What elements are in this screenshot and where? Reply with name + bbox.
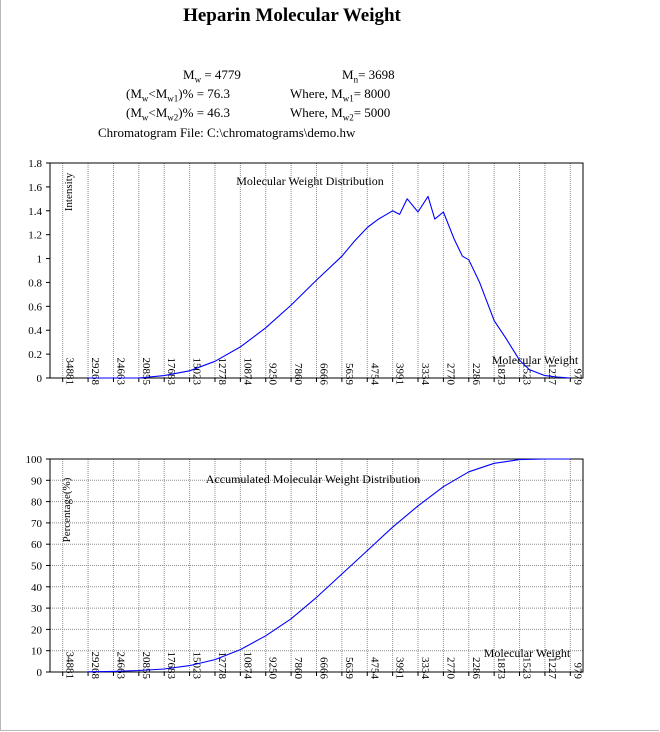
x-tick-label: 12778 [216, 358, 228, 386]
x-tick-label: 29268 [89, 652, 101, 680]
x-tick-label: 1523 [521, 657, 533, 680]
x-tick-label: 7860 [292, 363, 304, 386]
x-tick-label: 2770 [444, 363, 456, 386]
data-series-line [88, 195, 571, 379]
y-tick-label: 20 [31, 624, 43, 636]
y-tick-label: 0 [37, 667, 43, 679]
x-tick-label: 24663 [114, 358, 126, 386]
x-tick-label: 17683 [165, 652, 177, 680]
y-tick-label: 100 [26, 454, 43, 466]
x-tick-label: 1523 [521, 363, 533, 386]
x-axis-label: Molecular Weight [492, 353, 579, 367]
y-tick-label: 0.8 [28, 277, 42, 289]
data-series-line [88, 458, 571, 673]
x-tick-label: 34881 [64, 652, 76, 680]
y-tick-label: 80 [31, 497, 43, 509]
x-tick-label: 17683 [165, 358, 177, 386]
y-tick-label: 90 [31, 475, 43, 487]
y-tick-label: 60 [31, 539, 43, 551]
page-title: Heparin Molecular Weight [183, 5, 401, 26]
x-tick-label: 1873 [495, 657, 507, 680]
x-tick-label: 2770 [444, 657, 456, 680]
y-axis-label: Percentage(%) [61, 477, 73, 542]
x-tick-label: 979 [571, 369, 583, 386]
chart-title: Accumulated Molecular Weight Distributio… [206, 472, 420, 486]
x-tick-label: 24663 [114, 652, 126, 680]
x-tick-label: 5639 [343, 363, 355, 386]
y-tick-label: 40 [31, 582, 43, 594]
x-tick-label: 34881 [64, 358, 76, 386]
x-tick-label: 6666 [318, 363, 330, 386]
where-w1-stat: Where, Mw1= 8000 [290, 86, 391, 104]
x-tick-label: 3334 [419, 363, 431, 386]
y-tick-label: 0.4 [28, 325, 42, 337]
y-axis-label: Intensity [63, 172, 75, 211]
x-tick-label: 9250 [267, 363, 279, 386]
x-tick-label: 7860 [292, 657, 304, 680]
y-tick-label: 1.2 [28, 230, 42, 242]
x-tick-label: 3334 [419, 657, 431, 680]
y-tick-label: 1.4 [28, 206, 42, 218]
x-tick-label: 2286 [470, 657, 482, 680]
x-tick-label: 2286 [470, 363, 482, 386]
ratio-w2-stat: (Mw<Mw2)% = 46.3 [126, 105, 231, 123]
y-tick-label: 50 [31, 561, 43, 573]
x-tick-label: 3991 [394, 363, 406, 385]
ratio-w1-stat: (Mw<Mw1)% = 76.3 [126, 86, 231, 104]
x-tick-label: 20855 [140, 652, 152, 680]
y-tick-label: 1.8 [28, 158, 42, 170]
x-tick-label: 10874 [241, 358, 253, 386]
x-tick-label: 20855 [140, 358, 152, 386]
y-tick-label: 30 [31, 603, 43, 615]
mw-stat: Mw = 4779 [183, 67, 241, 85]
x-tick-label: 6666 [318, 657, 330, 680]
where-w2-stat: Where, Mw2= 5000 [290, 105, 391, 123]
mw-distribution-chart: 0 0.2 0.4 0.6 0.8 1 1.2 1.4 1.6 1.8 34881 29268 2466… [28, 158, 584, 386]
x-tick-label: 15023 [191, 652, 203, 680]
x-tick-label: 29268 [89, 358, 101, 386]
x-tick-label: 15023 [191, 358, 203, 386]
mn-stat: Mn= 3698 [342, 67, 395, 85]
y-tick-label: 0.6 [28, 301, 42, 313]
x-tick-label: 10874 [241, 652, 253, 680]
x-tick-label: 4754 [368, 363, 380, 386]
chart-title: Molecular Weight Distribution [236, 174, 383, 188]
x-axis-label: Molecular Weight [484, 646, 571, 660]
y-tick-label: 1.6 [28, 182, 42, 194]
x-tick-label: 3991 [394, 657, 406, 679]
x-tick-label: 9250 [267, 657, 279, 680]
y-tick-label: 70 [31, 518, 43, 530]
accumulated-distribution-chart: 0 10 20 30 40 50 60 70 80 90 100 34881 29268 24663 208… [26, 454, 584, 680]
y-tick-label: 0 [37, 373, 43, 385]
y-tick-label: 1 [37, 254, 43, 266]
y-tick-label: 10 [31, 646, 43, 658]
x-tick-label: 979 [571, 663, 583, 680]
x-tick-label: 1227 [546, 363, 558, 386]
x-tick-label: 1227 [546, 657, 558, 680]
x-tick-label: 1873 [495, 363, 507, 386]
chromatogram-file: Chromatogram File: C:\chromatograms\demo… [98, 125, 356, 140]
x-tick-label: 4754 [368, 657, 380, 680]
x-tick-label: 5639 [343, 657, 355, 680]
y-tick-label: 0.2 [28, 349, 42, 361]
